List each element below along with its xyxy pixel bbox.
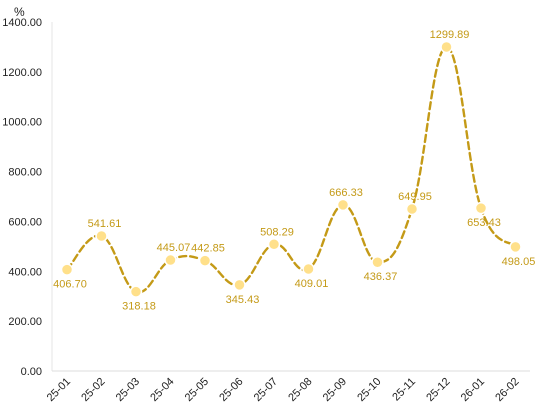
x-tick-label: 25-11: [390, 376, 418, 404]
y-tick-label: 800.00: [8, 167, 42, 179]
data-point: [267, 238, 281, 251]
data-point: [474, 201, 488, 215]
data-label: 508.29: [260, 226, 294, 238]
x-tick-label: 25-12: [424, 376, 452, 404]
data-label: 436.37: [364, 271, 398, 283]
data-label: 498.05: [502, 256, 536, 268]
data-label: 445.07: [157, 242, 191, 254]
data-point: [509, 240, 522, 254]
y-tick-labels: 0.00 200.00 400.00 600.00 800.00 1000.00 1200.…: [2, 17, 42, 378]
data-label: 666.33: [329, 187, 363, 199]
data-label: 541.61: [88, 218, 122, 230]
data-point: [371, 255, 384, 269]
data-point: [405, 202, 419, 216]
data-label: 406.70: [53, 279, 87, 291]
y-tick-label: 600.00: [8, 216, 42, 228]
x-tick-label: 26-02: [493, 376, 521, 404]
x-tick-label: 25-01: [45, 376, 73, 404]
series-line: [65, 45, 517, 294]
data-point: [198, 254, 212, 267]
y-tick-label: 1200.00: [2, 67, 42, 79]
y-axis: 0.00 200.00 400.00 600.00 800.00 1000.00 1200.…: [2, 5, 53, 378]
x-tick-label: 25-05: [183, 376, 211, 404]
series-group: 406.70 541.61 318.18 445.07 442.85 345.43 508.…: [53, 29, 535, 313]
data-label: 653.43: [467, 217, 501, 229]
x-tick-labels: 25-01 25-02 25-03 25-04 25-05 25-06 25-07 25-08…: [45, 376, 522, 404]
data-point: [302, 262, 315, 276]
data-label: 442.85: [191, 243, 225, 255]
x-tick-label: 25-08: [286, 376, 314, 404]
y-tick-label: 400.00: [8, 266, 42, 278]
data-point: [164, 253, 177, 267]
data-label: 649.95: [398, 191, 432, 203]
data-point: [129, 285, 143, 298]
y-unit-label: %: [14, 5, 25, 19]
y-tick-label: 0.00: [21, 366, 42, 378]
x-axis: 25-01 25-02 25-03 25-04 25-05 25-06 25-07 25-08…: [45, 370, 530, 404]
data-point: [60, 263, 74, 276]
data-point: [440, 40, 453, 54]
data-label: 409.01: [295, 278, 329, 290]
data-point: [95, 229, 108, 243]
y-tick-label: 200.00: [8, 316, 42, 328]
x-tick-label: 25-07: [252, 376, 280, 404]
x-tick-label: 25-10: [355, 376, 383, 404]
x-tick-label: 25-09: [321, 376, 349, 404]
x-tick-label: 25-03: [114, 376, 142, 404]
x-tick-label: 26-01: [459, 376, 487, 404]
data-label: 345.43: [226, 294, 260, 306]
data-label: 318.18: [122, 301, 156, 313]
y-tick-label: 1000.00: [2, 117, 42, 129]
x-tick-label: 25-04: [148, 376, 176, 404]
x-tick-label: 25-06: [217, 376, 245, 404]
data-point: [336, 198, 350, 212]
data-label: 1299.89: [430, 29, 470, 41]
y-tick-label: 1400.00: [2, 17, 42, 29]
data-point: [233, 278, 246, 292]
x-tick-label: 25-02: [79, 376, 107, 404]
